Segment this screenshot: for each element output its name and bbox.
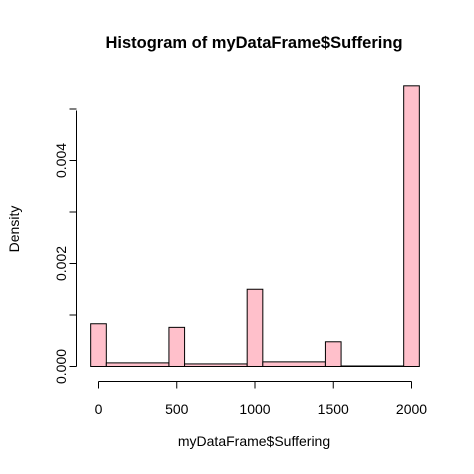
y-tick-label: 0.002 <box>53 246 69 281</box>
y-tick-label: 0.004 <box>53 143 69 178</box>
x-axis-label: myDataFrame$Suffering <box>178 433 330 449</box>
x-tick-label: 1000 <box>239 401 270 417</box>
histogram-bar <box>246 288 264 367</box>
histogram-bar <box>168 326 186 367</box>
histogram-bar <box>262 361 326 367</box>
x-tick-label: 2000 <box>396 401 427 417</box>
y-axis-label: Density <box>6 206 22 253</box>
histogram-bar <box>105 362 170 368</box>
bars-group <box>90 85 420 368</box>
y-axis: 0.000 0.002 0.004 <box>53 108 77 384</box>
x-tick-label: 500 <box>165 401 189 417</box>
x-tick-label: 0 <box>95 401 103 417</box>
x-axis: 0 500 1000 1500 2000 <box>95 381 427 417</box>
x-tick-label: 1500 <box>318 401 349 417</box>
histogram-bar <box>90 323 107 367</box>
chart-title: Histogram of myDataFrame$Suffering <box>105 34 402 52</box>
histogram-bar <box>403 85 420 367</box>
y-tick-label: 0.000 <box>53 349 69 384</box>
histogram-bar <box>184 363 248 367</box>
histogram-bar <box>340 365 405 367</box>
histogram-bar <box>324 341 342 367</box>
